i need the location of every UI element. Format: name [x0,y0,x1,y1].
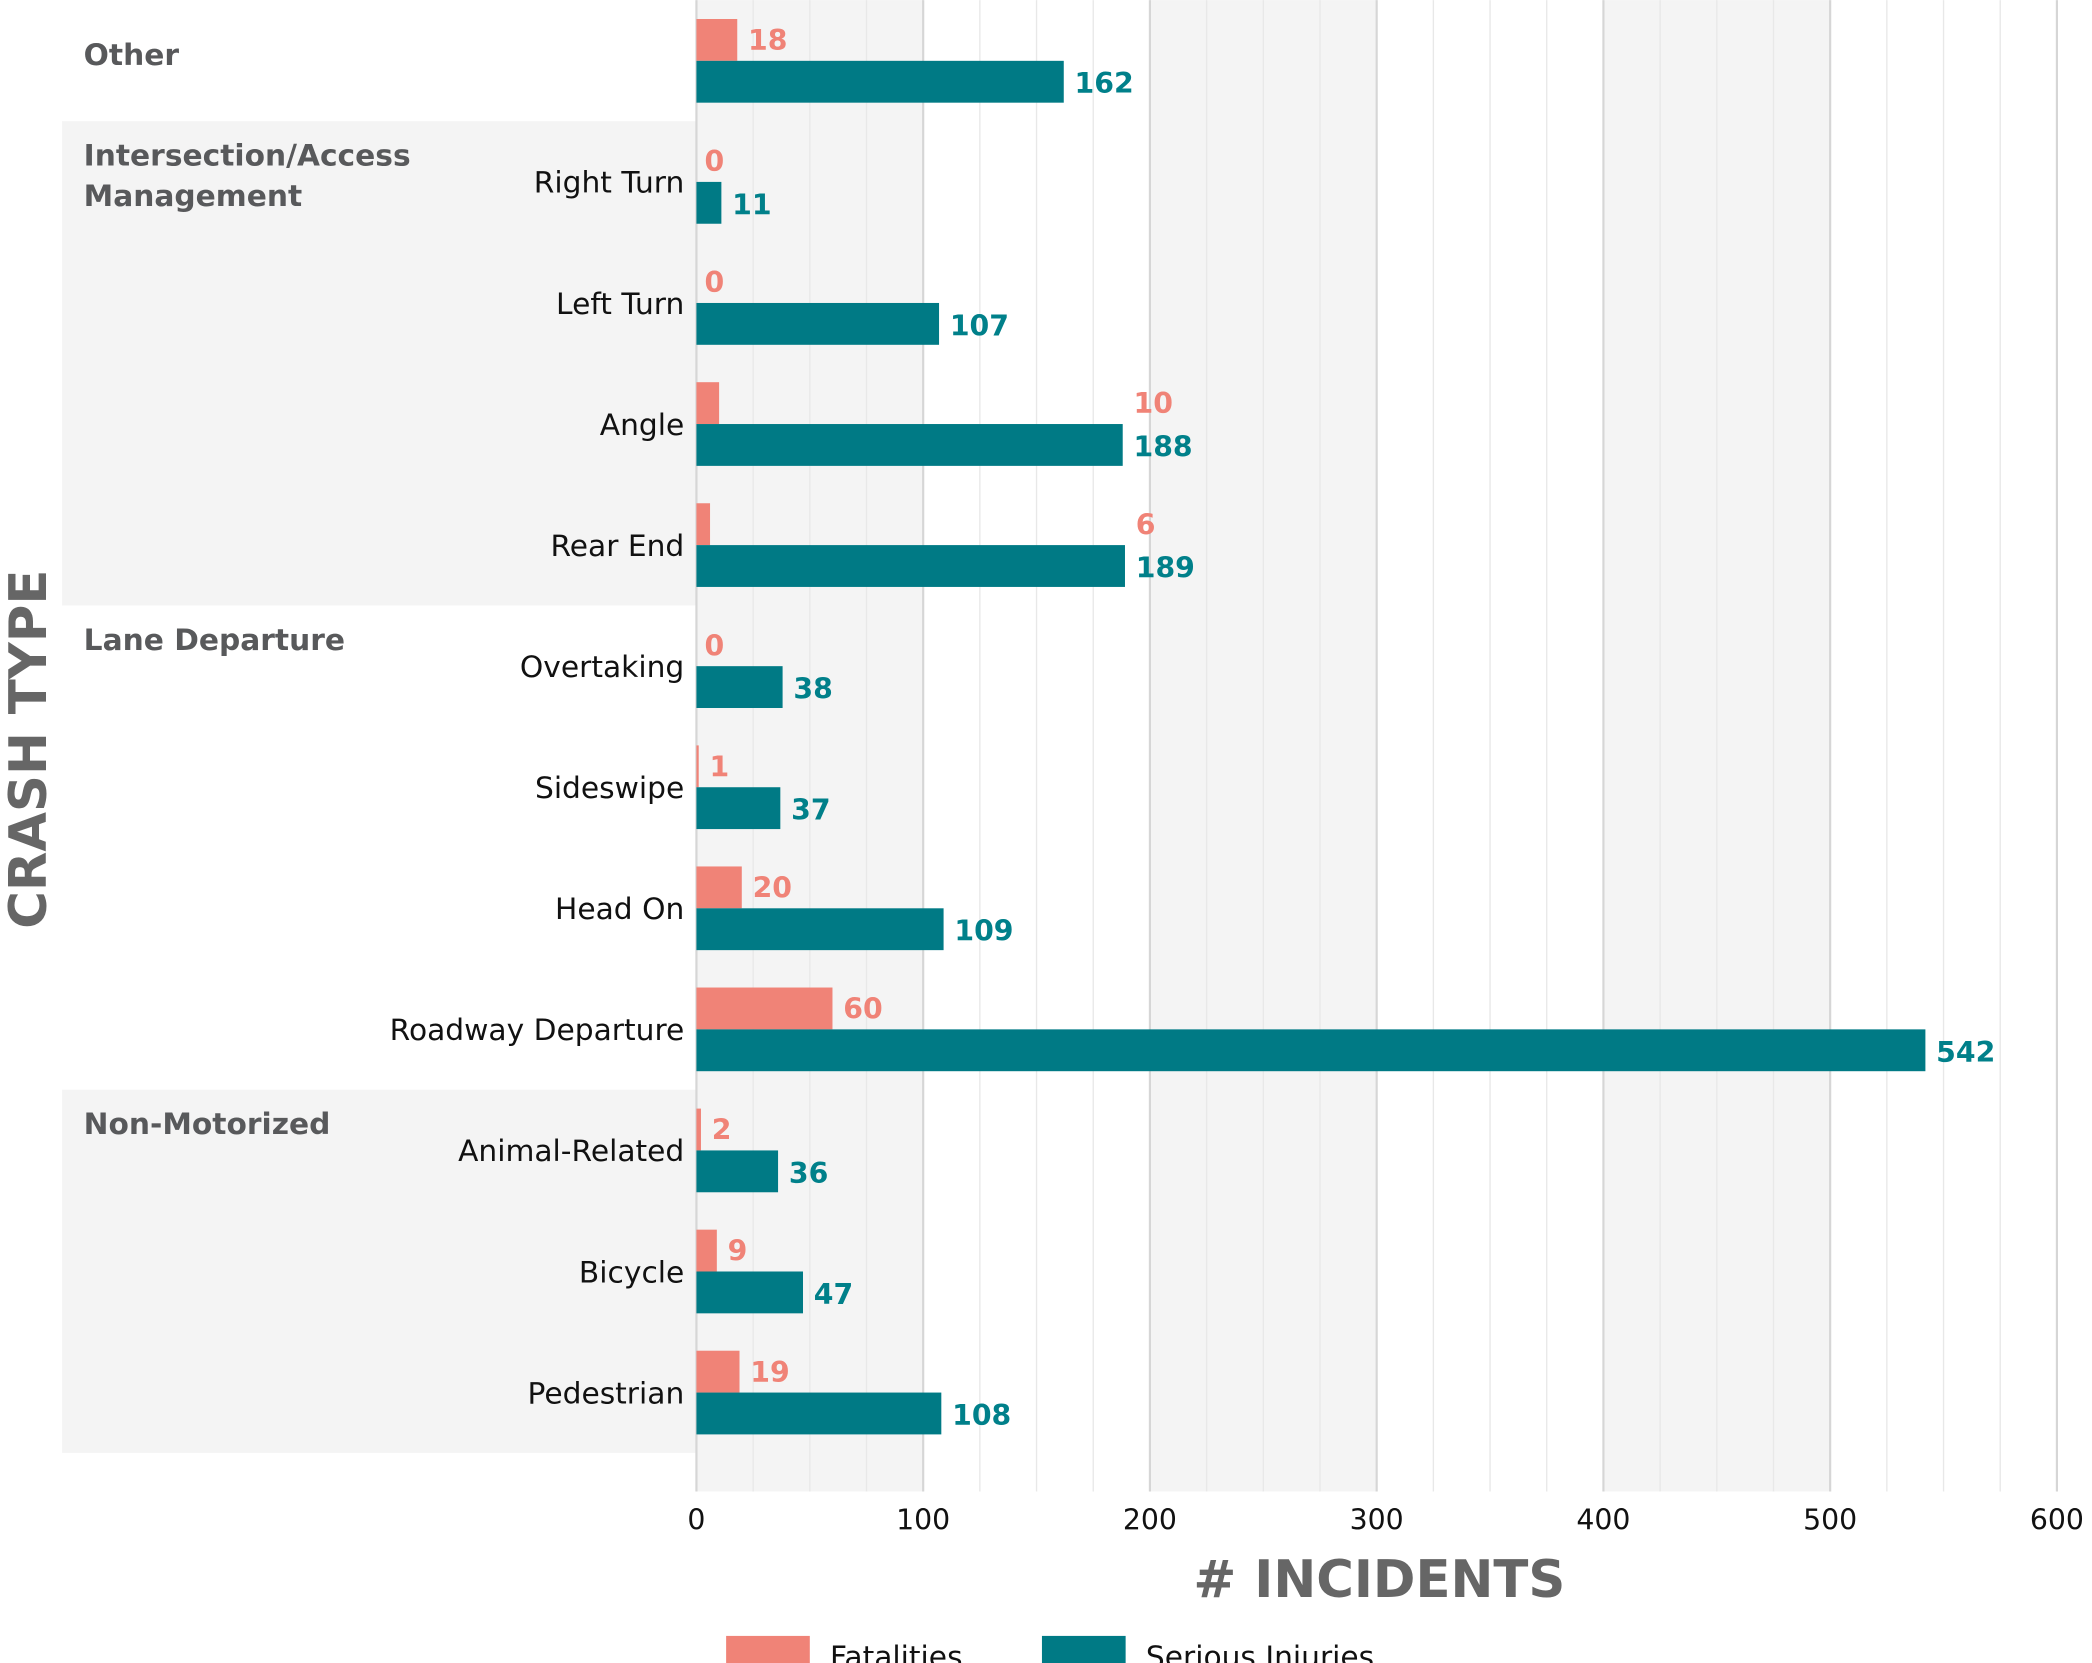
value-label-serious-injuries: 189 [1136,551,1195,584]
bar-serious-injuries [696,1271,804,1314]
category-label: Overtaking [520,650,684,685]
bar-fatalities [696,18,738,61]
value-label-fatalities: 6 [1136,508,1156,541]
category-label: Bicycle [579,1255,684,1290]
value-label-fatalities: 19 [750,1356,789,1389]
legend-label-serious-injuries: Serious Injuries [1146,1640,1374,1663]
bar-serious-injuries [696,545,1125,587]
bar-fatalities [696,382,720,425]
bar-fatalities [696,745,699,788]
bar-fatalities [696,1350,740,1393]
x-tick-label: 300 [1350,1503,1404,1536]
value-label-fatalities: 18 [748,24,787,57]
value-label-serious-injuries: 542 [1936,1036,1995,1069]
bar-serious-injuries [696,424,1123,466]
value-label-fatalities: 60 [843,993,882,1026]
x-tick-label: 0 [687,1503,705,1536]
value-label-fatalities: 2 [712,1114,732,1147]
group-label: Lane Departure [84,623,345,658]
value-label-fatalities: 9 [728,1235,748,1268]
group-label: Other [84,38,180,73]
group-label: Non-Motorized [84,1107,331,1142]
bar-serious-injuries [696,302,940,345]
legend-swatch-fatalities [726,1635,810,1663]
bar-fatalities [696,1229,717,1272]
bar-serious-injuries [696,181,722,224]
value-label-fatalities: 0 [705,266,725,299]
group-label: Management [84,179,303,214]
bar-serious-injuries [696,787,781,830]
category-label: Head On [555,892,684,927]
bar-serious-injuries [696,666,783,709]
bar-fatalities [696,866,742,909]
legend: Fatalities Serious Injuries [726,1635,1374,1663]
x-axis-title: # INCIDENTS [1193,1550,1565,1610]
category-label: Left Turn [556,287,684,322]
bar-serious-injuries [696,1029,1926,1072]
value-label-fatalities: 1 [709,750,729,783]
bar-fatalities [696,503,711,546]
legend-label-fatalities: Fatalities [830,1640,963,1663]
x-tick-label: 500 [1803,1503,1857,1536]
value-label-fatalities: 0 [705,629,725,662]
value-label-fatalities: 0 [705,145,725,178]
value-label-serious-injuries: 38 [793,673,832,706]
bar-serious-injuries [696,1392,942,1435]
group-band [62,121,697,606]
value-label-serious-injuries: 11 [732,188,771,221]
value-label-fatalities: 10 [1134,387,1173,420]
value-label-serious-injuries: 188 [1134,430,1193,463]
bar-fatalities [696,1108,701,1151]
group-band [62,1089,697,1453]
category-label: Roadway Departure [390,1013,685,1048]
category-label: Animal-Related [458,1134,684,1169]
x-tick-label: 400 [1576,1503,1630,1536]
value-label-serious-injuries: 162 [1075,67,1134,100]
x-tick-label: 200 [1123,1503,1177,1536]
bar-serious-injuries [696,1150,779,1193]
value-label-serious-injuries: 108 [952,1399,1011,1432]
value-label-serious-injuries: 47 [814,1278,853,1311]
bar-fatalities [696,987,833,1030]
value-label-fatalities: 20 [753,871,792,904]
value-label-serious-injuries: 37 [791,794,830,827]
category-label: Right Turn [534,166,685,201]
group-label: Intersection/Access [84,139,411,174]
value-label-serious-injuries: 36 [789,1157,828,1190]
bar-serious-injuries [696,908,944,951]
x-tick-label: 100 [896,1503,950,1536]
legend-swatch-serious-injuries [1041,1635,1126,1663]
x-tick-label: 600 [2030,1503,2084,1536]
category-label: Pedestrian [527,1376,684,1411]
value-label-serious-injuries: 107 [950,309,1009,342]
bar-serious-injuries [696,60,1064,103]
y-axis-title: CRASH TYPE [0,570,59,929]
value-label-serious-injuries: 109 [954,915,1013,948]
category-label: Angle [600,408,684,443]
category-label: Rear End [550,529,684,564]
category-label: Sideswipe [535,771,684,806]
